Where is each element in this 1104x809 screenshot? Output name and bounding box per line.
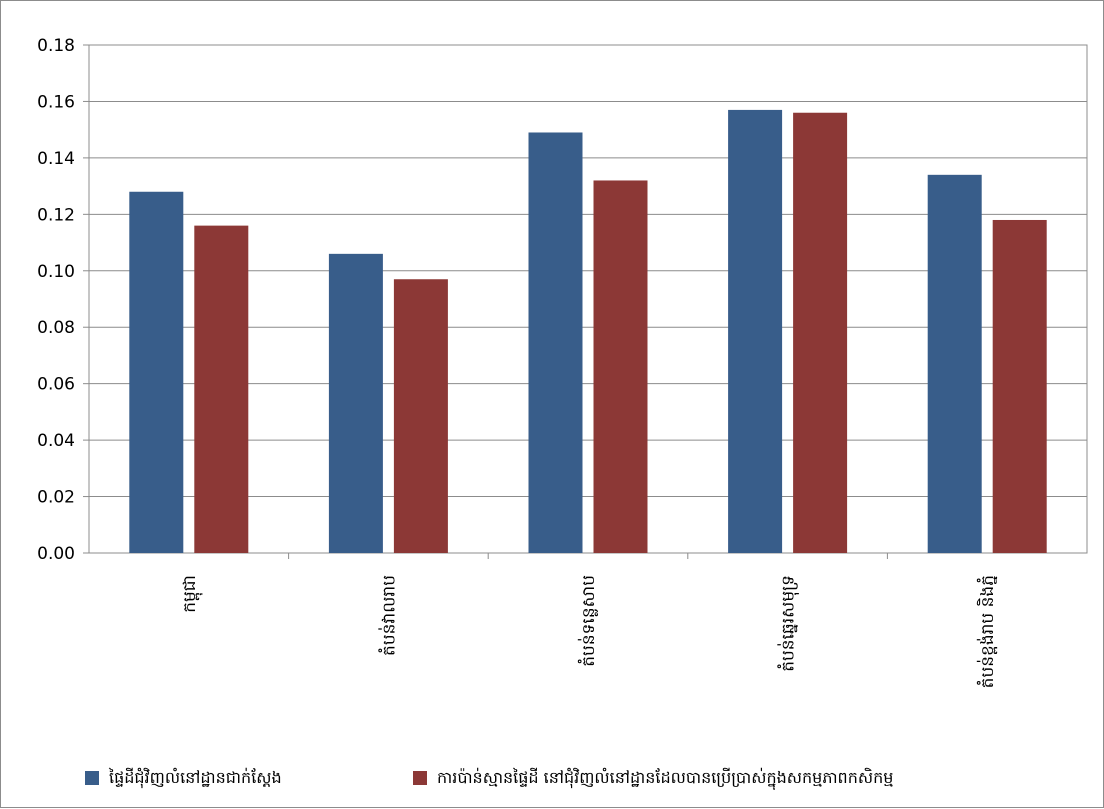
bar-series-1 (728, 109, 783, 554)
x-tick-label: តំបន់ទន្លេសាប (577, 575, 599, 667)
bar-series-2 (194, 225, 249, 553)
bars (129, 109, 1047, 554)
plot-area (88, 44, 1088, 554)
y-tick-label: 0.04 (37, 431, 75, 451)
legend-swatch (413, 771, 427, 785)
x-axis-ticks: កម្ពុជា តំបន់វាលរាប តំបន់ទន្លេសាប តំបន់ឆ្នេ… (180, 553, 998, 688)
x-tick-label: តំបន់វាលរាប (377, 575, 399, 656)
y-tick-label: 0.18 (37, 36, 75, 56)
y-axis-ticks: 0.00 0.02 0.04 0.06 0.08 0.10 0.12 0.14 0.16 0.18 (37, 36, 89, 564)
y-tick-label: 0.14 (37, 149, 75, 169)
legend-label: ការប៉ាន់ស្មានផ្ទៃដី នៅជុំវិញលំនៅដ្ឋានដែល… (437, 767, 893, 791)
x-tick-label: កម្ពុជា (180, 575, 203, 613)
bar-series-2 (793, 112, 848, 553)
y-tick-label: 0.16 (37, 92, 75, 112)
legend-label: ផ្ទៃដីជុំវិញលំនៅដ្ឋានជាក់ស្តែង (108, 767, 282, 789)
bar-series-1 (328, 253, 383, 553)
y-tick-label: 0.12 (37, 205, 75, 225)
bar-series-2 (393, 279, 448, 553)
y-tick-label: 0.08 (37, 318, 75, 338)
y-tick-label: 0.00 (37, 544, 75, 564)
legend: ផ្ទៃដីជុំវិញលំនៅដ្ឋានជាក់ស្តែង ការប៉ាន់ស្… (85, 767, 893, 791)
x-tick-label: តំបន់ខ្ពង់រាប និងភ្នំ (976, 575, 998, 688)
bar-series-2 (992, 219, 1047, 553)
bar-series-1 (528, 132, 583, 553)
y-tick-label: 0.02 (37, 488, 75, 508)
gridlines (89, 100, 1087, 498)
y-tick-label: 0.06 (37, 375, 75, 395)
bar-series-1 (927, 174, 982, 554)
y-tick-label: 0.10 (37, 262, 75, 282)
legend-swatch (85, 771, 99, 785)
x-tick-label: តំបន់ឆ្នេរសមុទ្រ (777, 575, 800, 672)
bar-series-2 (593, 180, 648, 553)
bar-series-1 (129, 191, 184, 553)
